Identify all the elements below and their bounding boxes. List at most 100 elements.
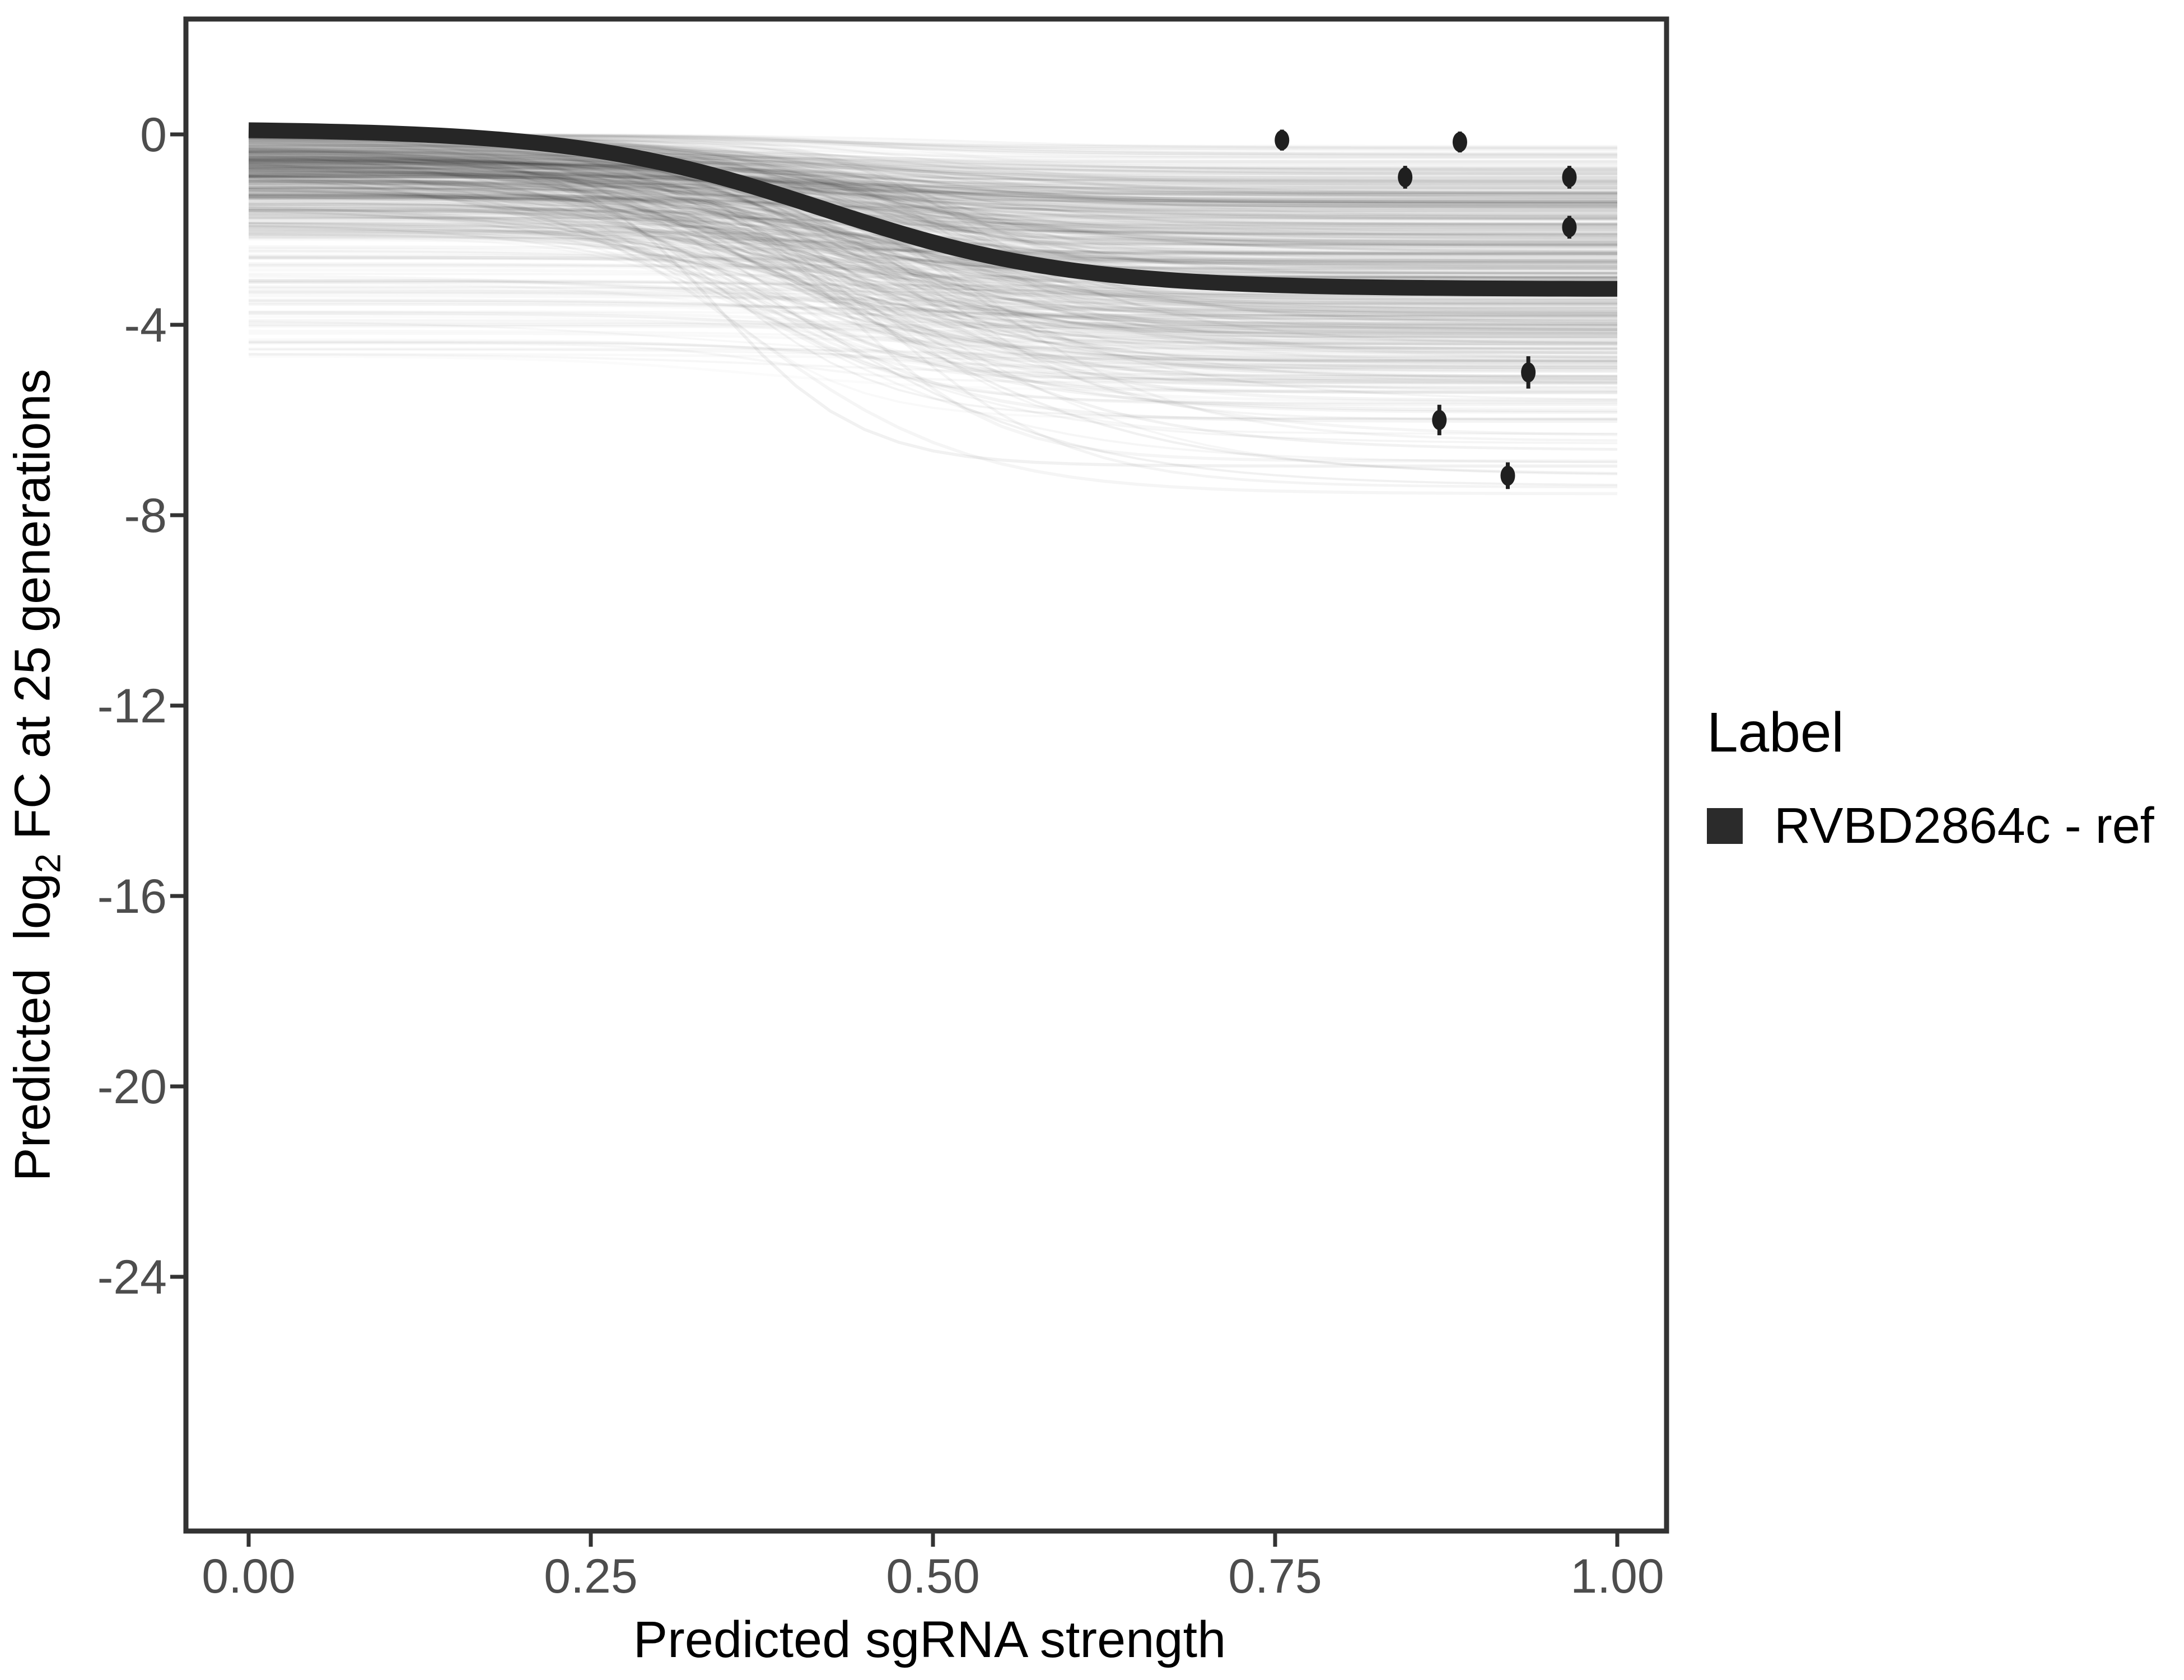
x-axis-title: Predicted sgRNA strength bbox=[633, 1611, 1226, 1668]
ensemble-curve bbox=[248, 180, 1618, 323]
ensemble-curve bbox=[249, 175, 1618, 335]
data-point bbox=[1521, 362, 1536, 382]
ensemble-curve bbox=[248, 186, 1618, 240]
ensemble-curve bbox=[248, 185, 1618, 202]
ensemble-curve bbox=[249, 180, 1617, 199]
ensemble-curve bbox=[248, 148, 1618, 380]
ensemble-curve bbox=[248, 222, 1617, 349]
y-tick-label: -12 bbox=[97, 679, 167, 733]
ensemble-curve bbox=[249, 170, 1617, 203]
ensemble-curve bbox=[248, 143, 1618, 219]
ensemble-curve bbox=[248, 154, 1618, 486]
y-tick-label: -24 bbox=[97, 1250, 167, 1304]
y-tick-label: -4 bbox=[124, 298, 167, 352]
y-tick-label: -20 bbox=[97, 1060, 167, 1114]
data-point bbox=[1432, 410, 1447, 430]
ensemble-curve bbox=[249, 207, 1617, 278]
ensemble-curve bbox=[248, 171, 1617, 385]
x-tick-label: 1.00 bbox=[1570, 1550, 1664, 1603]
ensemble-curve bbox=[249, 207, 1617, 305]
x-tick-label: 0.25 bbox=[544, 1550, 637, 1603]
y-axis-title-subscript: 2 bbox=[29, 853, 68, 874]
ensemble-curve bbox=[248, 158, 1617, 231]
ensemble-curve bbox=[248, 156, 1618, 402]
ensemble-curve bbox=[248, 164, 1617, 242]
ensemble-curve bbox=[248, 225, 1618, 364]
data-point bbox=[1452, 132, 1467, 152]
ensemble-curve bbox=[248, 159, 1617, 183]
reference-curve bbox=[248, 122, 1618, 297]
ensemble-curve bbox=[248, 181, 1617, 214]
ensemble-curve bbox=[248, 207, 1618, 340]
y-axis-title-suffix: FC at 25 generations bbox=[4, 368, 61, 854]
ensemble-curve bbox=[248, 174, 1617, 274]
ensemble-curve bbox=[249, 157, 1617, 237]
ensemble-curve bbox=[248, 175, 1618, 414]
ensemble-curve bbox=[249, 193, 1617, 229]
ensemble-curve bbox=[249, 171, 1617, 204]
ensemble-curve bbox=[249, 162, 1618, 255]
ensemble-curve bbox=[248, 225, 1617, 371]
ensemble-curve bbox=[249, 197, 1617, 264]
data-point bbox=[1500, 465, 1515, 486]
ensemble-curve bbox=[248, 206, 1618, 326]
ensemble-curve bbox=[248, 175, 1618, 333]
legend: Label RVBD2864c - ref bbox=[1707, 704, 2154, 851]
y-tick-label: -8 bbox=[124, 489, 167, 543]
ensemble-curve bbox=[249, 165, 1617, 208]
ensemble-curve bbox=[248, 169, 1618, 278]
ensemble-curve bbox=[248, 234, 1617, 362]
ensemble-curve bbox=[248, 188, 1618, 423]
ensemble-curve bbox=[248, 176, 1618, 330]
ensemble-curve bbox=[248, 188, 1618, 354]
ensemble-curve bbox=[248, 189, 1618, 306]
ensemble-curve bbox=[248, 150, 1617, 468]
ensemble-curve bbox=[248, 150, 1617, 394]
ensemble-curve bbox=[248, 146, 1617, 343]
ensemble-curve bbox=[248, 146, 1618, 311]
x-tick-label: 0.00 bbox=[202, 1550, 295, 1603]
ensemble-curve bbox=[248, 171, 1618, 209]
ensemble-curve bbox=[249, 161, 1617, 242]
ensemble-curve bbox=[249, 150, 1617, 240]
ensemble-curve bbox=[248, 203, 1618, 315]
ensemble-curves bbox=[248, 133, 1618, 496]
ensemble-curve bbox=[248, 180, 1618, 344]
ensemble-curve bbox=[248, 160, 1617, 221]
y-tick-label: -16 bbox=[97, 870, 167, 923]
ensemble-curve bbox=[248, 151, 1618, 199]
ensemble-curve bbox=[248, 208, 1618, 336]
ensemble-curve bbox=[248, 152, 1617, 420]
ensemble-curve bbox=[248, 193, 1617, 308]
ensemble-curve bbox=[248, 175, 1618, 421]
measured-points bbox=[1275, 129, 1577, 489]
ensemble-curve bbox=[248, 198, 1617, 209]
ensemble-curve bbox=[248, 153, 1618, 244]
ensemble-curve bbox=[248, 156, 1618, 380]
y-tick-label: 0 bbox=[140, 108, 167, 162]
ensemble-curve bbox=[248, 150, 1618, 488]
x-tick-label: 0.75 bbox=[1228, 1550, 1322, 1603]
legend-entry: RVBD2864c - ref bbox=[1707, 801, 2154, 851]
ensemble-curve bbox=[248, 209, 1618, 279]
ensemble-curve bbox=[248, 144, 1617, 377]
ensemble-curve bbox=[248, 148, 1617, 220]
data-point bbox=[1398, 167, 1413, 188]
legend-key-line-swatch bbox=[1707, 808, 1743, 844]
data-point bbox=[1562, 167, 1577, 188]
ensemble-curve bbox=[248, 152, 1618, 475]
ensemble-curve bbox=[248, 164, 1618, 451]
data-point bbox=[1562, 217, 1577, 237]
ensemble-curve bbox=[249, 209, 1617, 233]
ensemble-curve bbox=[248, 178, 1618, 413]
ensemble-curve bbox=[249, 194, 1617, 329]
ensemble-curve bbox=[248, 156, 1617, 220]
ensemble-curve bbox=[248, 137, 1617, 365]
panel-border bbox=[183, 16, 1669, 1534]
ensemble-curve bbox=[248, 160, 1617, 203]
ensemble-curve bbox=[248, 159, 1617, 314]
legend-entry-label: RVBD2864c - ref bbox=[1774, 798, 2154, 854]
legend-title: Label bbox=[1707, 701, 1844, 764]
